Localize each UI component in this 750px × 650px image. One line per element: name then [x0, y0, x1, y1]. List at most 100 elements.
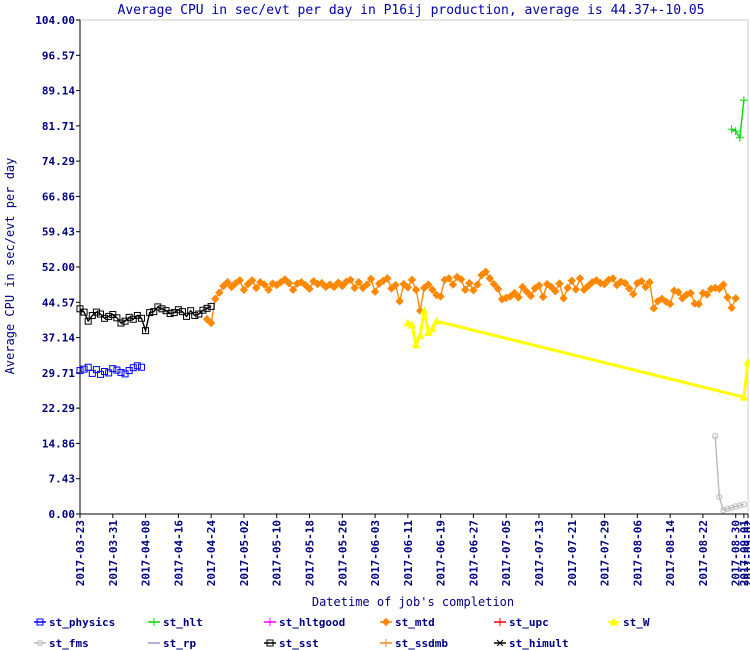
data-point: [723, 293, 732, 302]
data-point: [235, 276, 245, 285]
data-point: [739, 96, 748, 105]
y-tick-label: 52.00: [42, 261, 75, 274]
data-point: [444, 274, 454, 283]
data-point: [674, 287, 683, 297]
x-tick-label: 2017-09-02: [742, 520, 750, 586]
legend-label: st_hltgood: [279, 616, 345, 629]
data-point: [150, 308, 158, 316]
data-point: [215, 288, 224, 297]
data-point: [461, 285, 470, 295]
legend-item-st_fms: st_fms: [34, 637, 89, 650]
data-point: [456, 275, 466, 284]
x-tick-label: 2017-04-08: [140, 520, 153, 586]
data-point: [473, 280, 482, 289]
data-point: [600, 279, 609, 289]
data-point: [199, 306, 207, 314]
data-point: [419, 306, 429, 315]
data-point: [567, 276, 576, 285]
data-point: [629, 289, 638, 299]
data-point: [428, 285, 437, 295]
data-point: [137, 363, 145, 371]
data-point: [243, 279, 253, 289]
data-point: [76, 367, 84, 375]
y-tick-label: 44.57: [42, 296, 75, 309]
data-point: [158, 305, 166, 313]
data-point: [301, 280, 310, 290]
data-point: [84, 363, 92, 371]
x-tick-label: 2017-06-19: [435, 520, 448, 586]
legend-label: st_physics: [49, 616, 115, 629]
data-point: [547, 282, 556, 292]
data-point: [727, 125, 736, 134]
series-st_fms: [712, 433, 748, 514]
data-point: [415, 330, 425, 339]
data-point: [465, 278, 474, 288]
data-point: [96, 310, 104, 318]
data-point: [109, 365, 117, 373]
y-tick-label: 0.00: [49, 508, 76, 521]
x-tick-label: 2017-05-26: [336, 520, 349, 587]
data-point: [732, 503, 739, 510]
y-tick-label: 81.71: [42, 120, 75, 133]
data-point: [624, 284, 634, 293]
data-point: [571, 285, 581, 294]
data-point: [485, 274, 495, 283]
data-point: [403, 283, 413, 292]
series-line-st_hlt: [731, 100, 745, 140]
data-point: [469, 286, 478, 295]
data-point: [665, 299, 675, 309]
y-tick-label: 74.29: [42, 155, 75, 168]
data-point: [731, 294, 740, 303]
y-tick-label: 104.00: [35, 14, 75, 27]
data-point: [694, 299, 704, 309]
data-point: [247, 276, 257, 285]
data-point: [80, 308, 88, 316]
data-point: [424, 280, 433, 289]
series-st_physics: [76, 362, 145, 378]
legend-label: st_ssdmb: [395, 637, 448, 650]
data-point: [125, 313, 133, 321]
data-point: [579, 285, 589, 295]
series-st_mtd: [202, 267, 740, 328]
data-point: [735, 133, 744, 142]
data-point: [715, 284, 724, 294]
series-st_hlt: [727, 96, 748, 142]
data-point: [383, 274, 392, 283]
plot-border: [79, 19, 749, 515]
legend-swatch-marker: [36, 639, 44, 647]
series-line-st_mtd: [206, 270, 737, 325]
legend-item-st_sst: st_sst: [264, 637, 319, 650]
data-point: [142, 327, 150, 335]
x-tick-label: 2017-07-13: [533, 520, 546, 586]
series-layer: [76, 96, 750, 514]
legend-item-st_hltgood: st_hltgood: [264, 616, 345, 629]
data-point: [489, 279, 499, 289]
data-point: [129, 364, 137, 372]
data-point: [366, 274, 376, 284]
legend-label: st_hlt: [163, 616, 203, 629]
legend-label: st_rp: [163, 637, 196, 650]
data-point: [514, 293, 523, 302]
y-tick-label: 96.57: [42, 49, 75, 62]
legend-item-st_himult: st_himult: [494, 637, 569, 650]
data-point: [105, 369, 113, 377]
legend-item-st_upc: st_upc: [494, 616, 549, 629]
legend-item-st_ssdmb: st_ssdmb: [380, 637, 448, 650]
legend-swatch-marker: [609, 617, 619, 626]
data-point: [92, 366, 100, 374]
data-point: [407, 275, 417, 285]
data-point: [117, 319, 125, 327]
data-point: [493, 284, 503, 294]
legend-label: st_upc: [509, 616, 549, 629]
y-axis-label: Average CPU in sec/evt per day: [3, 158, 17, 375]
data-point: [526, 291, 536, 301]
legend-item-st_physics: st_physics: [34, 616, 115, 629]
data-point: [101, 368, 109, 375]
x-tick-label: 2017-03-23: [74, 520, 87, 586]
y-tick-label: 37.14: [42, 332, 75, 345]
data-point: [481, 267, 490, 276]
x-axis: 2017-03-23 2017-03-31 2017-04-08 2017-04-16…: [74, 514, 750, 586]
data-point: [411, 285, 421, 295]
data-point: [154, 303, 162, 311]
